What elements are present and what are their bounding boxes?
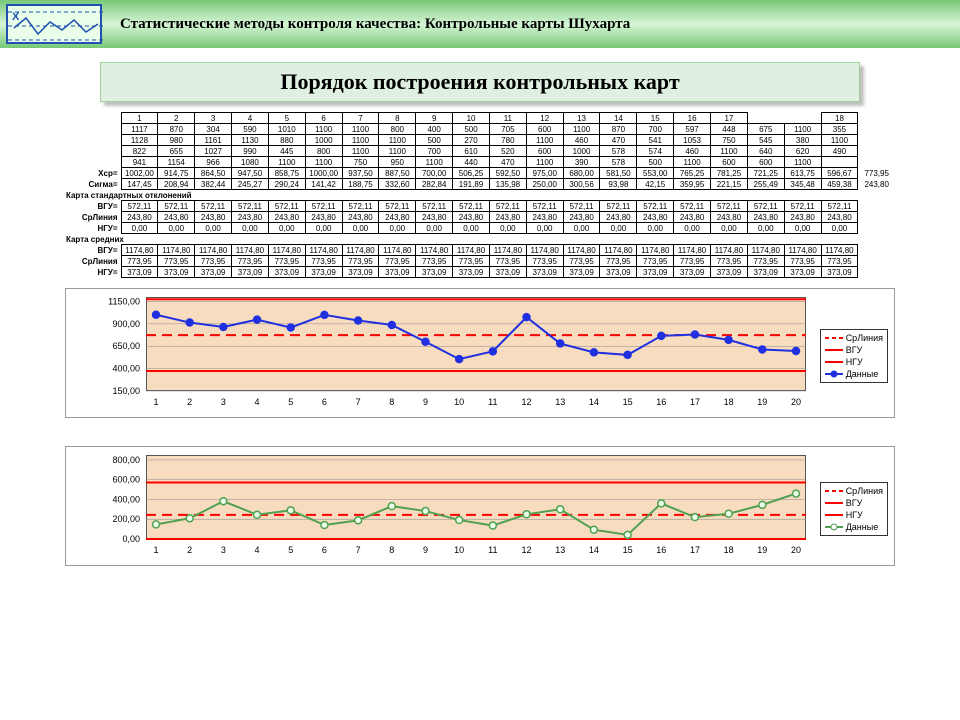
page-title-banner: Порядок построения контрольных карт — [100, 62, 860, 102]
svg-text:12: 12 — [522, 397, 532, 407]
svg-text:5: 5 — [288, 545, 293, 555]
svg-text:16: 16 — [656, 545, 666, 555]
svg-text:3: 3 — [221, 397, 226, 407]
svg-text:1: 1 — [153, 545, 158, 555]
svg-text:3: 3 — [221, 545, 226, 555]
svg-text:20: 20 — [791, 545, 801, 555]
svg-text:13: 13 — [555, 397, 565, 407]
svg-text:17: 17 — [690, 397, 700, 407]
svg-text:6: 6 — [322, 397, 327, 407]
svg-text:13: 13 — [555, 545, 565, 555]
svg-text:200,00: 200,00 — [112, 514, 140, 524]
header-title: Статистические методы контроля качества:… — [120, 16, 630, 33]
svg-text:8: 8 — [389, 545, 394, 555]
svg-text:18: 18 — [724, 545, 734, 555]
svg-text:17: 17 — [690, 545, 700, 555]
svg-text:12: 12 — [522, 545, 532, 555]
svg-text:9: 9 — [423, 545, 428, 555]
svg-text:18: 18 — [724, 397, 734, 407]
svg-text:15: 15 — [623, 545, 633, 555]
svg-text:7: 7 — [356, 545, 361, 555]
svg-text:150,00: 150,00 — [112, 386, 140, 396]
svg-text:19: 19 — [757, 545, 767, 555]
svg-text:20: 20 — [791, 397, 801, 407]
svg-text:800,00: 800,00 — [112, 455, 140, 465]
svg-text:10: 10 — [454, 397, 464, 407]
logo-icon: X — [6, 4, 102, 44]
data-table: 1234567891011121314151617181117870304590… — [65, 112, 895, 278]
svg-text:5: 5 — [288, 397, 293, 407]
top-header: Статистические методы контроля качества:… — [0, 0, 960, 48]
svg-text:2: 2 — [187, 545, 192, 555]
svg-text:6: 6 — [322, 545, 327, 555]
svg-text:900,00: 900,00 — [112, 319, 140, 329]
svg-text:0,00: 0,00 — [122, 534, 140, 544]
svg-text:4: 4 — [255, 545, 260, 555]
svg-text:14: 14 — [589, 545, 599, 555]
svg-text:19: 19 — [757, 397, 767, 407]
svg-text:16: 16 — [656, 397, 666, 407]
svg-text:4: 4 — [255, 397, 260, 407]
svg-text:14: 14 — [589, 397, 599, 407]
tables-block: 1234567891011121314151617181117870304590… — [65, 112, 895, 278]
page-title: Порядок построения контрольных карт — [280, 69, 679, 94]
means-chart: 150,00400,00650,00900,001150,00123456789… — [65, 288, 895, 418]
svg-text:X: X — [12, 11, 20, 23]
svg-text:11: 11 — [488, 397, 497, 407]
svg-text:1: 1 — [153, 397, 158, 407]
svg-text:2: 2 — [187, 397, 192, 407]
svg-text:10: 10 — [454, 545, 464, 555]
svg-text:400,00: 400,00 — [112, 364, 140, 374]
svg-text:650,00: 650,00 — [112, 341, 140, 351]
svg-text:9: 9 — [423, 397, 428, 407]
svg-text:1150,00: 1150,00 — [108, 296, 140, 306]
svg-text:7: 7 — [356, 397, 361, 407]
svg-text:15: 15 — [623, 397, 633, 407]
svg-text:600,00: 600,00 — [112, 475, 140, 485]
stdev-chart: 0,00200,00400,00600,00800,00123456789101… — [65, 446, 895, 566]
svg-text:8: 8 — [389, 397, 394, 407]
svg-text:400,00: 400,00 — [112, 494, 140, 504]
svg-text:11: 11 — [488, 545, 497, 555]
